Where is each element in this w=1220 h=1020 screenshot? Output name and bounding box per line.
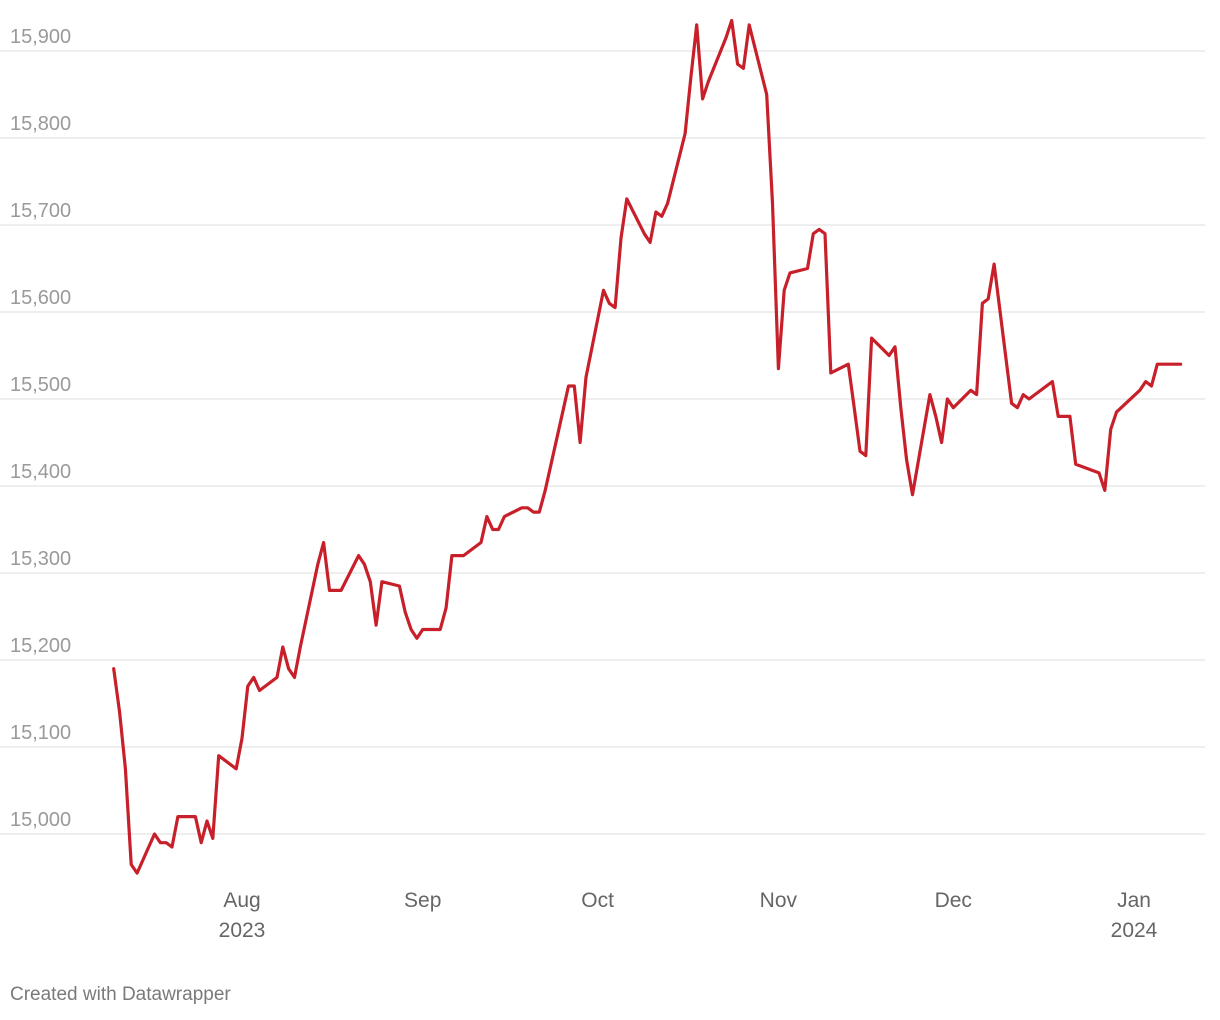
y-axis-ticks: 15,000 15,100 15,200 15,300 15,400 15,500 15,6… <box>10 26 71 831</box>
gridlines <box>0 50 1205 835</box>
x-tick-year-label: 2024 <box>1111 919 1158 942</box>
y-tick-label: 15,500 <box>10 374 71 396</box>
y-tick-label: 15,600 <box>10 287 71 309</box>
x-tick-label: Jan <box>1117 889 1151 912</box>
x-tick-label: Sep <box>404 889 441 912</box>
x-tick-label: Dec <box>935 889 972 912</box>
x-tick-label: Aug <box>223 889 260 912</box>
y-tick-label: 15,800 <box>10 113 71 135</box>
x-tick-label: Nov <box>760 889 798 912</box>
x-tick-label: Oct <box>581 889 614 912</box>
x-axis-ticks: Aug 2023 Sep Oct Nov Dec Jan 2024 <box>219 889 1158 942</box>
y-tick-label: 15,300 <box>10 548 71 570</box>
series-line <box>112 18 1183 875</box>
y-tick-label: 15,700 <box>10 200 71 222</box>
y-tick-label: 15,000 <box>10 809 71 831</box>
y-tick-label: 15,400 <box>10 461 71 483</box>
y-tick-label: 15,100 <box>10 722 71 744</box>
x-tick-year-label: 2023 <box>219 919 266 942</box>
y-tick-label: 15,900 <box>10 26 71 48</box>
line-chart: 15,000 15,100 15,200 15,300 15,400 15,500 15,6… <box>0 18 1205 942</box>
y-tick-label: 15,200 <box>10 635 71 657</box>
credit-text: Created with Datawrapper <box>10 984 231 1005</box>
